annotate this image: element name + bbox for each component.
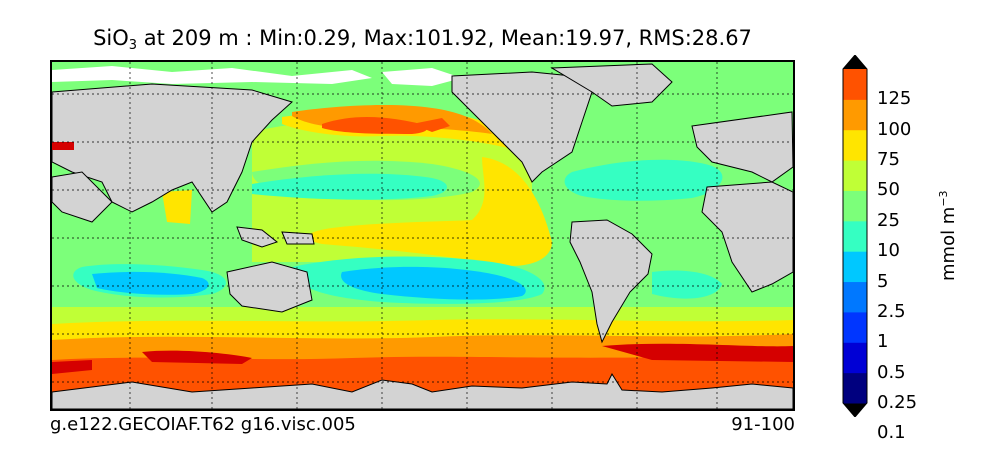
map-svg [52, 62, 793, 409]
colorbar-frame [842, 55, 868, 417]
colorbar-max-extend [843, 55, 867, 69]
colorbar-units: mmol m−3 [937, 190, 959, 281]
natl-band-2-5 [564, 159, 723, 201]
colorbar-tick-label: 2.5 [877, 300, 906, 322]
colorbar-tick-label: 50 [877, 179, 900, 201]
colorbar-swatch [843, 281, 867, 313]
npac-band-75 [322, 117, 450, 134]
spac-band-1 [341, 266, 526, 300]
graticule [52, 62, 793, 409]
ocean-map [50, 60, 795, 411]
colorbar-tick-label: 10 [877, 240, 900, 262]
year-range: 91-100 [731, 414, 795, 435]
colorbar-swatch [843, 99, 867, 131]
colorbar-tick-label: 0.25 [877, 392, 918, 413]
colorbar-swatch [843, 129, 867, 161]
southern-band-100 [52, 343, 793, 374]
europe [691, 111, 793, 183]
sea-ice-central [382, 68, 462, 86]
antarctica [52, 372, 793, 409]
colorbar-swatch [843, 372, 867, 404]
colorbar-swatch [843, 342, 867, 374]
greenland [550, 63, 673, 107]
run-name: g.e122.GECOIAF.T62 g16.visc.005 [50, 414, 356, 435]
colorbar-tick-label: 0.1 [877, 422, 906, 444]
colorbar-swatch [843, 190, 867, 222]
plot-title: SiO3 at 209 m : Min:0.29, Max:101.92, Me… [0, 26, 845, 53]
title-stats: at 209 m : Min:0.29, Max:101.92, Mean:19… [137, 26, 752, 50]
colorbar-tick-label: 25 [877, 209, 900, 231]
colorbar-tick-label: 1 [877, 331, 889, 353]
colorbar-swatch [843, 251, 867, 283]
colorbar-tick-label: 100 [877, 118, 912, 140]
colorbar-swatch [843, 69, 867, 100]
sea-ice-west [52, 66, 372, 84]
africa [701, 181, 793, 293]
red-patch [52, 142, 74, 150]
bay-of-bengal-25 [162, 190, 192, 224]
indonesia [236, 226, 315, 248]
colorbar-swatch [843, 311, 867, 343]
australia [226, 261, 313, 313]
title-species: SiO [93, 26, 129, 50]
colorbar-tick-label: 0.5 [877, 361, 906, 383]
units-exponent: −3 [937, 190, 950, 207]
landmasses [52, 63, 793, 344]
africa-east-wrap [52, 171, 113, 223]
colorbar-tick-label: 5 [877, 270, 889, 292]
colorbar-tick-label: 75 [877, 149, 900, 171]
etp-band-25 [308, 157, 552, 266]
colorbar-min-extend [843, 403, 867, 417]
eurasia-east [52, 83, 293, 213]
colorbar-swatch [843, 220, 867, 252]
satl-band-2-5 [652, 270, 722, 299]
colorbar-tick-label: 125 [877, 88, 912, 110]
colorbar [842, 55, 868, 417]
npac-band-2-5 [252, 173, 447, 200]
south-america [569, 219, 653, 344]
ind-band-1 [92, 271, 209, 295]
title-subscript: 3 [128, 38, 138, 53]
units-base: mmol m [938, 206, 959, 281]
colorbar-swatch [843, 160, 867, 191]
